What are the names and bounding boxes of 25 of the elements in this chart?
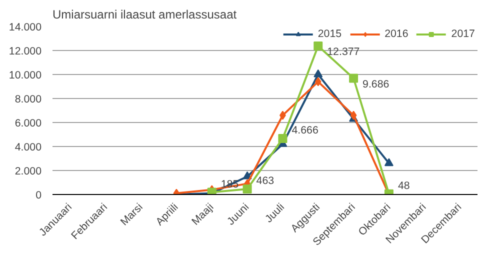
y-tick-label: 2.000 [14, 166, 42, 178]
point [278, 134, 288, 144]
point [314, 77, 322, 86]
data-label: 9.686 [362, 78, 390, 90]
legend-label: 2016 [384, 28, 408, 40]
point [314, 41, 323, 50]
point [242, 184, 252, 194]
y-tick-label: 6.000 [14, 118, 42, 130]
y-tick-label: 14.000 [8, 22, 42, 34]
data-label: 48 [398, 180, 410, 192]
data-label: 463 [256, 174, 274, 187]
data-label: 4.666 [292, 124, 318, 137]
legend-label: 2015 [318, 28, 342, 40]
point [349, 74, 358, 83]
point [314, 69, 323, 78]
data-label: 12.377 [327, 46, 360, 58]
y-tick-label: 10.000 [8, 70, 42, 82]
y-tick-label: 0 [36, 190, 42, 202]
y-tick-label: 8.000 [14, 94, 42, 106]
point [350, 110, 357, 120]
legend-label: 2017 [451, 28, 475, 40]
y-tick-label: 4.000 [14, 142, 42, 154]
point [384, 158, 394, 166]
chart-title: Umiarsuarni ilaasut amerlassusaat [52, 8, 238, 22]
y-tick-label: 12.000 [8, 46, 42, 58]
